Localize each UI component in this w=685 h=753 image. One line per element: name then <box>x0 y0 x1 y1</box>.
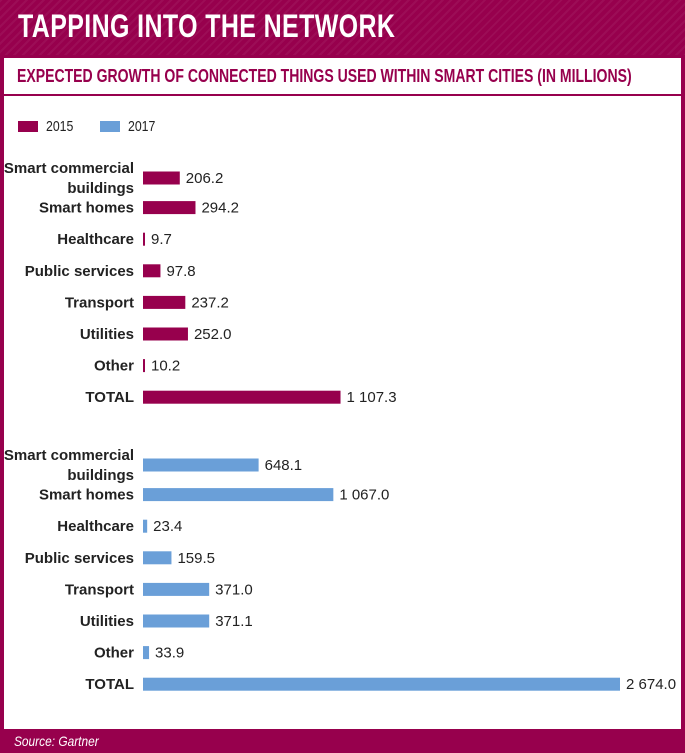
category-label-smart-homes-2017: Smart homes <box>39 487 134 504</box>
category-label-smart-commercial-buildings-2015: Smart commercial buildings <box>4 160 134 197</box>
category-label-total-2015: TOTAL <box>85 389 134 406</box>
category-label-transport-2015: Transport <box>65 294 134 311</box>
bar-public-services-2017 <box>143 551 172 565</box>
bar-chart: Smart commercial buildings 206.2 Smart home… <box>4 160 676 693</box>
title-divider <box>4 94 681 96</box>
category-label-healthcare-2017: Healthcare <box>57 518 134 535</box>
bar-other-2017 <box>143 646 150 660</box>
value-label-public-services-2017: 159.5 <box>177 550 215 567</box>
value-label-public-services-2015: 97.8 <box>166 263 195 280</box>
bar-utilities-2017 <box>143 614 210 628</box>
category-label-smart-homes-2015: Smart homes <box>39 200 134 217</box>
value-label-smart-homes-2017: 1 067.0 <box>339 487 389 504</box>
category-label-total-2017: TOTAL <box>85 676 134 693</box>
bar-utilities-2015 <box>143 327 188 341</box>
legend-swatch-2017 <box>100 121 120 132</box>
bar-other-2015 <box>143 359 145 373</box>
bar-public-services-2015 <box>143 264 161 278</box>
category-label-public-services-2015: Public services <box>25 263 134 280</box>
legend-label-2017: 2017 <box>128 118 156 135</box>
bar-smart-commercial-buildings-2017 <box>143 458 259 472</box>
chart-panel: EXPECTED GROWTH OF CONNECTED THINGS USED… <box>4 58 681 729</box>
bar-smart-commercial-buildings-2015 <box>143 171 180 185</box>
legend-swatch-2015 <box>18 121 38 132</box>
chart-title: EXPECTED GROWTH OF CONNECTED THINGS USED… <box>17 66 632 86</box>
page-title: TAPPING INTO THE NETWORK <box>18 8 396 44</box>
value-label-smart-commercial-buildings-2015: 206.2 <box>186 170 224 187</box>
legend-label-2015: 2015 <box>46 118 74 135</box>
value-label-other-2015: 10.2 <box>151 358 180 375</box>
bar-total-2017 <box>143 677 620 691</box>
bar-smart-homes-2015 <box>143 201 196 215</box>
value-label-transport-2015: 237.2 <box>191 294 229 311</box>
bar-transport-2015 <box>143 295 186 309</box>
category-label-public-services-2017: Public services <box>25 550 134 567</box>
category-label-utilities-2015: Utilities <box>80 326 134 343</box>
value-label-utilities-2017: 371.1 <box>215 613 253 630</box>
value-label-healthcare-2015: 9.7 <box>151 231 172 248</box>
value-label-transport-2017: 371.0 <box>215 581 253 598</box>
value-label-total-2015: 1 107.3 <box>347 389 397 406</box>
category-label-transport-2017: Transport <box>65 581 134 598</box>
bar-healthcare-2015 <box>143 232 145 246</box>
bar-healthcare-2017 <box>143 519 148 533</box>
value-label-smart-homes-2015: 294.2 <box>201 200 239 217</box>
value-label-other-2017: 33.9 <box>155 645 184 662</box>
bar-total-2015 <box>143 390 341 404</box>
title-banner: TAPPING INTO THE NETWORK <box>0 0 685 55</box>
category-label-healthcare-2015: Healthcare <box>57 231 134 248</box>
value-label-healthcare-2017: 23.4 <box>153 518 182 535</box>
category-label-other-2017: Other <box>94 645 134 662</box>
value-label-utilities-2015: 252.0 <box>194 326 232 343</box>
value-label-total-2017: 2 674.0 <box>626 676 676 693</box>
bar-transport-2017 <box>143 582 210 596</box>
source-note: Source: Gartner <box>14 733 99 749</box>
category-label-utilities-2017: Utilities <box>80 613 134 630</box>
category-label-smart-commercial-buildings-2017: Smart commercial buildings <box>4 447 134 484</box>
value-label-smart-commercial-buildings-2017: 648.1 <box>265 457 303 474</box>
category-label-other-2015: Other <box>94 358 134 375</box>
bar-smart-homes-2017 <box>143 488 334 502</box>
